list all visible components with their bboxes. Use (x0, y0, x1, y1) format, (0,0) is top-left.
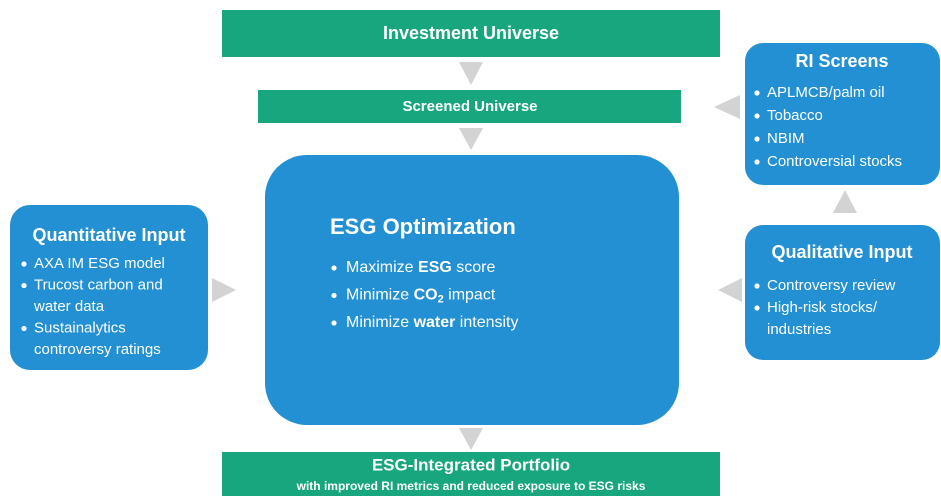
bullet-text: industries (767, 321, 831, 338)
bullet-bold: CO (414, 287, 438, 304)
esg-optimization-box (265, 155, 679, 425)
qualitative-input-box (745, 225, 940, 360)
investment-universe-title: Investment Universe (383, 23, 559, 43)
bullet-text: Sustainalytics (34, 319, 126, 336)
bullet-dot (21, 325, 27, 332)
bullet-bold: ESG (418, 259, 452, 276)
bullet-text: AXA IM ESG model (34, 255, 165, 272)
bullet-bold: water (413, 314, 456, 331)
bullet-before: Minimize (346, 314, 414, 331)
bullet-text: Minimize CO2 impact (346, 287, 496, 306)
bullet-text: Trucost carbon and (34, 276, 163, 293)
bullet-dot (331, 265, 337, 271)
ri-screens-title: RI Screens (795, 51, 888, 71)
bullet-before: Maximize (346, 259, 418, 276)
bullet-text: Minimize water intensity (346, 314, 519, 331)
bullet-dot (754, 305, 760, 311)
bullet-dot (754, 136, 760, 142)
bullet-after: score (452, 259, 496, 276)
bullet-text: APLMCB/palm oil (767, 84, 885, 101)
ri-screens-box (745, 43, 940, 185)
bullet-dot (21, 282, 27, 289)
qualitative-input-title: Qualitative Input (771, 242, 912, 262)
bullet-dot (754, 113, 760, 119)
bullet-text: water data (33, 298, 105, 315)
portfolio-subtitle: with improved RI metrics and reduced exp… (296, 479, 646, 493)
bullet-before: Minimize (346, 287, 414, 304)
bullet-sub: 2 (438, 293, 444, 305)
investment-universe-box (222, 10, 720, 57)
arrow (833, 190, 857, 213)
portfolio-title: ESG-Integrated Portfolio (372, 455, 570, 474)
bullet-dot (754, 159, 760, 165)
bullet-dot (331, 292, 337, 299)
esg-optimization-title: ESG Optimization (330, 214, 516, 239)
arrow (459, 128, 483, 150)
arrow (459, 62, 483, 85)
bullet-dot (754, 90, 760, 96)
screened-universe-title: Screened Universe (402, 98, 537, 115)
bullet-text: Maximize ESG score (346, 259, 495, 276)
bullet-text: Controversy review (767, 277, 896, 294)
bullet-text: High-risk stocks/ (767, 299, 878, 316)
bullet-after: impact (444, 287, 496, 304)
arrow (212, 278, 236, 302)
bullet-dot (754, 283, 760, 289)
bullet-text: controversy ratings (34, 341, 161, 358)
bullet-dot (331, 320, 337, 326)
arrow (718, 278, 742, 302)
bullet-text: Controversial stocks (767, 153, 902, 170)
quantitative-input-box (10, 205, 208, 370)
bullet-after: intensity (455, 314, 518, 331)
bullet-text: NBIM (767, 130, 805, 147)
arrow (459, 428, 483, 450)
screened-universe-box (258, 90, 681, 123)
bullet-text: Tobacco (767, 107, 823, 124)
arrow (714, 95, 740, 119)
bullet-dot (21, 261, 27, 267)
portfolio-box (222, 452, 720, 496)
quantitative-input-title: Quantitative Input (33, 225, 186, 245)
